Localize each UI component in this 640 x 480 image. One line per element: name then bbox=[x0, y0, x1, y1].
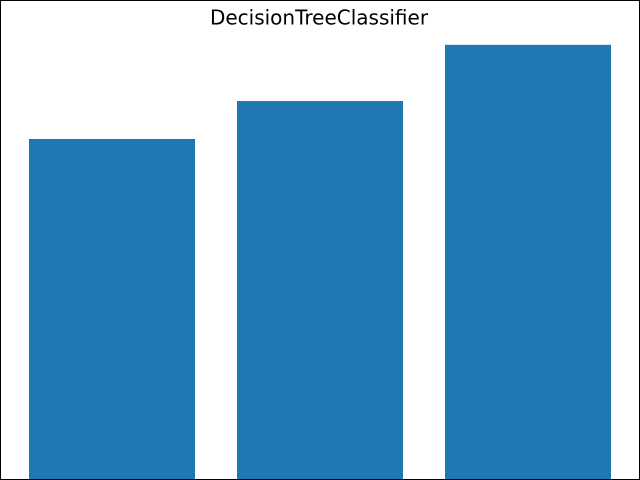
bar bbox=[29, 138, 195, 480]
chart-title: DecisionTreeClassifier bbox=[210, 6, 429, 30]
bar bbox=[445, 44, 611, 480]
bar bbox=[237, 101, 403, 480]
